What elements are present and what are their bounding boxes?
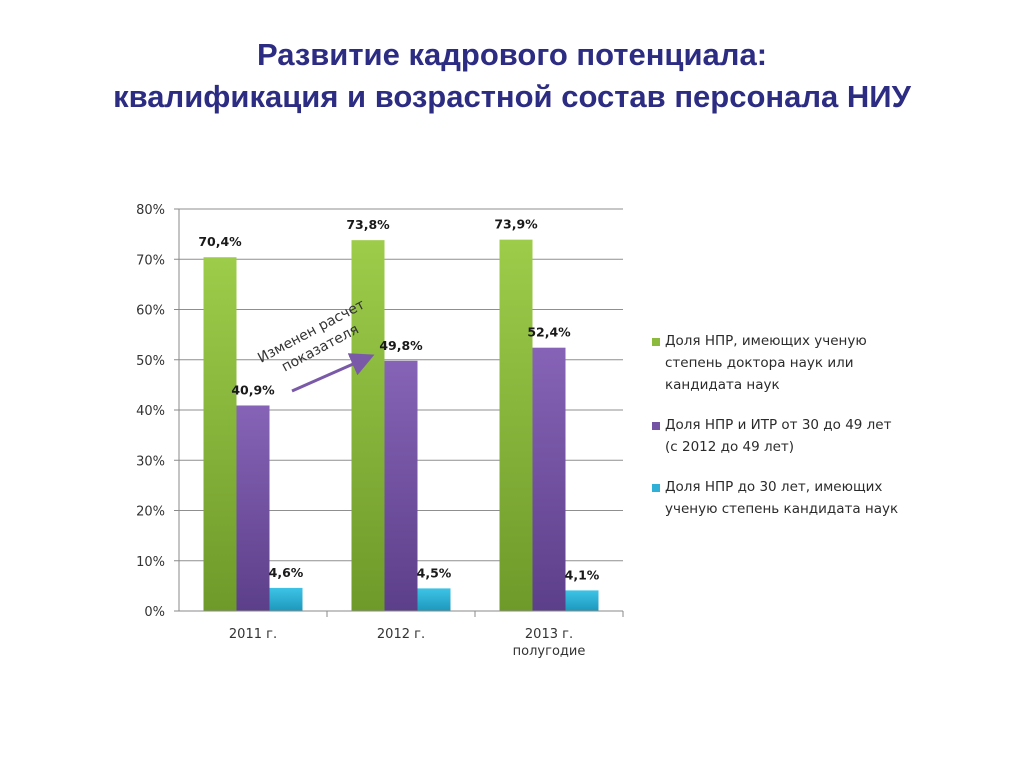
x-tick-label: полугодие	[513, 644, 586, 659]
bar-s2-c1	[236, 405, 270, 611]
bar-s3-c3	[565, 590, 599, 611]
y-tick-label: 70%	[136, 253, 165, 268]
y-tick-label: 80%	[136, 203, 165, 218]
bar-s2-c3	[532, 347, 566, 611]
legend-swatch-3	[652, 484, 660, 492]
y-tick-label: 60%	[136, 304, 165, 319]
bar-s1-c2	[351, 240, 385, 611]
y-tick-label: 50%	[136, 354, 165, 369]
legend-label-1: Доля НПР, имеющих ученую степень доктора…	[665, 333, 867, 393]
legend-item-3: Доля НПР до 30 лет, имеющих ученую степе…	[652, 476, 902, 520]
chart-legend: Доля НПР, имеющих ученую степень доктора…	[652, 330, 902, 538]
bar-s1-c1	[203, 257, 237, 611]
data-label: 4,6%	[269, 565, 304, 580]
legend-item-1: Доля НПР, имеющих ученую степень доктора…	[652, 330, 902, 396]
data-label: 73,9%	[494, 217, 538, 232]
y-tick-label: 30%	[136, 454, 165, 469]
legend-label-2: Доля НПР и ИТР от 30 до 49 лет (с 2012 д…	[665, 417, 892, 455]
y-tick-label: 10%	[136, 555, 165, 570]
title-line-1: Развитие кадрового потенциала:	[256, 37, 768, 72]
legend-item-2: Доля НПР и ИТР от 30 до 49 лет (с 2012 д…	[652, 414, 902, 458]
x-tick-label: 2012 г.	[377, 627, 425, 642]
data-label: 73,8%	[346, 217, 390, 232]
data-label: 40,9%	[231, 382, 275, 397]
page-title: Развитие кадрового потенциала: квалифика…	[0, 34, 1024, 118]
x-tick-label: 2011 г.	[229, 627, 277, 642]
y-tick-label: 0%	[144, 605, 165, 620]
x-tick-label: 2013 г.	[525, 627, 573, 642]
legend-label-3: Доля НПР до 30 лет, имеющих ученую степе…	[665, 479, 899, 517]
data-label: 4,1%	[565, 567, 600, 582]
data-label: 4,5%	[417, 565, 452, 580]
data-label: 70,4%	[198, 234, 242, 249]
legend-swatch-2	[652, 422, 660, 430]
bar-s3-c2	[417, 588, 451, 611]
legend-swatch-1	[652, 338, 660, 346]
annotation-arrow	[291, 353, 375, 393]
data-label: 49,8%	[379, 338, 423, 353]
y-tick-label: 20%	[136, 505, 165, 520]
title-line-2: квалификация и возрастной состав персона…	[113, 79, 911, 114]
y-tick-label: 40%	[136, 404, 165, 419]
bar-s1-c3	[499, 239, 533, 611]
bar-s2-c2	[384, 360, 418, 611]
data-label: 52,4%	[527, 325, 571, 340]
bar-s3-c1	[269, 587, 303, 611]
